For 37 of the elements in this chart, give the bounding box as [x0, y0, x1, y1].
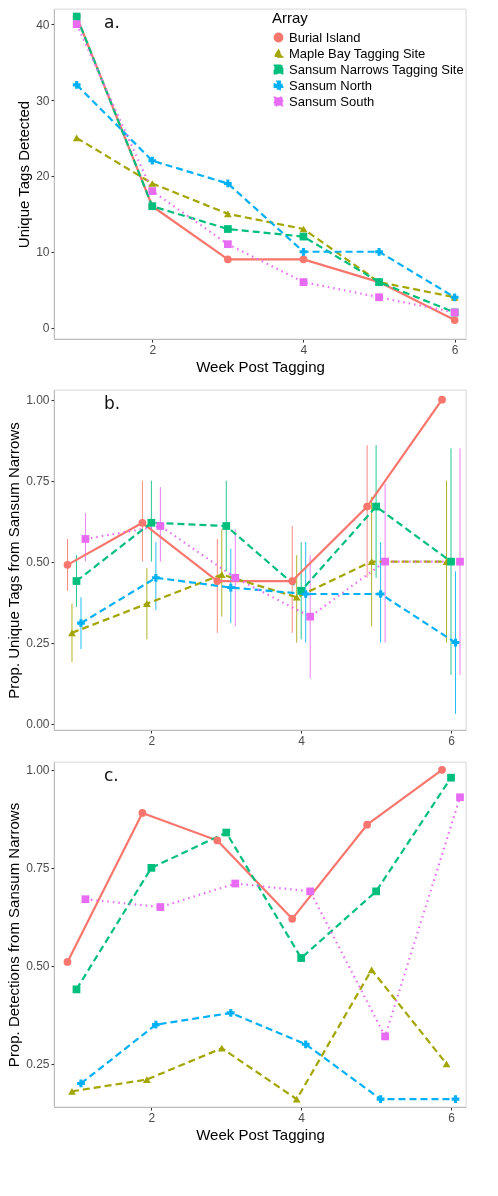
y-axis-title: Unique Tags Detected: [15, 100, 33, 249]
y-tick-label: 1.00: [26, 763, 50, 778]
x-axis-title: Week Post Tagging: [196, 357, 325, 375]
y-tick-label: 40: [36, 17, 50, 32]
x-axis-title: Week Post Tagging: [196, 1125, 325, 1143]
annotation: b.: [104, 393, 121, 413]
legend-label: Maple Bay Tagging Site: [289, 45, 426, 61]
y-tick-label: 0.75: [26, 861, 50, 876]
x-tick-label: 4: [298, 1110, 306, 1125]
y-tick-label: 0.25: [26, 636, 50, 651]
y-tick-label: 20: [36, 169, 50, 184]
y-tick-label: 0.50: [26, 555, 50, 570]
y-tick-label: 30: [36, 93, 50, 108]
x-tick-label: 6: [448, 733, 456, 748]
y-tick-label: 1.00: [26, 393, 50, 408]
x-tick-label: 6: [448, 1110, 456, 1125]
legend-label: Sansum Narrows Tagging Site: [289, 61, 464, 77]
legend-label: Sansum North: [289, 77, 373, 93]
y-tick-label: 0.75: [26, 474, 50, 489]
x-tick-label: 4: [298, 733, 306, 748]
y-tick-label: 0.50: [26, 959, 50, 974]
y-tick-label: 0.00: [26, 717, 50, 732]
y-axis-title: Prop. Detections from Sansum Narrows: [5, 802, 23, 1068]
legend-label: Burial Island: [289, 29, 361, 45]
y-tick-label: 0: [42, 321, 50, 336]
annotation: a.: [104, 12, 120, 32]
x-tick-label: 6: [451, 342, 459, 357]
annotation: c.: [104, 765, 119, 785]
x-tick-label: 2: [149, 342, 157, 357]
y-tick-label: 0.25: [26, 1057, 50, 1072]
legend-title: Array: [272, 9, 309, 26]
y-axis-title: Prop. Unique Tags from Sansum Narrows: [5, 422, 23, 699]
x-tick-label: 4: [300, 342, 308, 357]
legend-label: Sansum South: [289, 93, 375, 109]
x-tick-label: 2: [148, 733, 156, 748]
y-tick-label: 10: [36, 245, 50, 260]
x-tick-label: 2: [148, 1110, 156, 1125]
